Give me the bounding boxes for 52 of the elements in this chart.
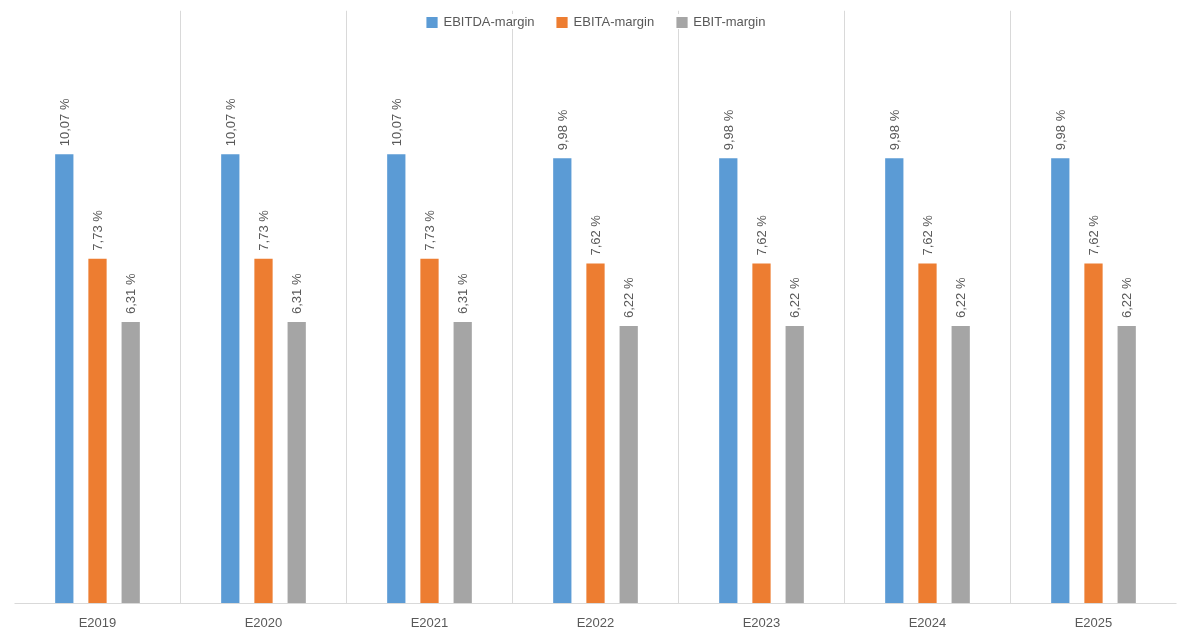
bar: [420, 258, 439, 604]
bar: [287, 322, 306, 604]
bar: [453, 322, 472, 604]
bar: [55, 154, 74, 604]
bar: [719, 158, 738, 604]
data-label: 6,31 %: [123, 273, 139, 314]
legend-label: EBITDA-margin: [443, 14, 535, 29]
legend-label: EBITA-margin: [573, 14, 655, 29]
bar: [88, 258, 107, 604]
bar: [387, 154, 406, 604]
x-tick-label: E2024: [908, 614, 947, 630]
legend-label: EBIT-margin: [693, 14, 766, 29]
bar: [951, 326, 970, 604]
data-label: 6,31 %: [289, 273, 305, 314]
bar: [752, 263, 771, 604]
data-label: 7,62 %: [588, 214, 603, 256]
data-label: 9,98 %: [1052, 109, 1068, 151]
bar: [586, 263, 605, 604]
bar: [121, 322, 140, 604]
bar: [1117, 326, 1136, 604]
bar: [254, 258, 273, 604]
bar: [553, 158, 572, 604]
data-label: 7,62 %: [1086, 214, 1101, 256]
bar: [885, 158, 904, 604]
data-label: 7,73 %: [256, 209, 271, 251]
x-tick-label: E2020: [244, 614, 283, 630]
data-label: 7,62 %: [920, 214, 935, 256]
x-tick-label: E2021: [410, 614, 449, 630]
data-label: 6,22 %: [787, 277, 803, 319]
data-label: 6,22 %: [953, 277, 969, 319]
bar: [1051, 158, 1070, 604]
data-label: 9,98 %: [886, 109, 902, 151]
bar: [221, 154, 240, 604]
data-label: 9,98 %: [554, 109, 570, 151]
bar: [785, 326, 804, 604]
data-label: 9,98 %: [720, 109, 736, 151]
x-tick-label: E2019: [78, 614, 117, 630]
data-label: 6,31 %: [455, 273, 471, 314]
data-label: 6,22 %: [1119, 277, 1135, 319]
x-tick-label: E2025: [1074, 614, 1113, 630]
x-tick-label: E2022: [576, 614, 615, 630]
data-label: 10,07 %: [388, 98, 404, 147]
data-label: 10,07 %: [56, 98, 72, 147]
bar: [619, 326, 638, 604]
data-label: 7,62 %: [754, 214, 769, 256]
data-label: 6,22 %: [621, 277, 637, 319]
data-label: 7,73 %: [90, 209, 105, 251]
bar: [918, 263, 937, 604]
bar: [1084, 263, 1103, 604]
data-label: 10,07 %: [222, 98, 238, 147]
data-label: 7,73 %: [422, 209, 437, 251]
x-tick-label: E2023: [742, 614, 781, 630]
